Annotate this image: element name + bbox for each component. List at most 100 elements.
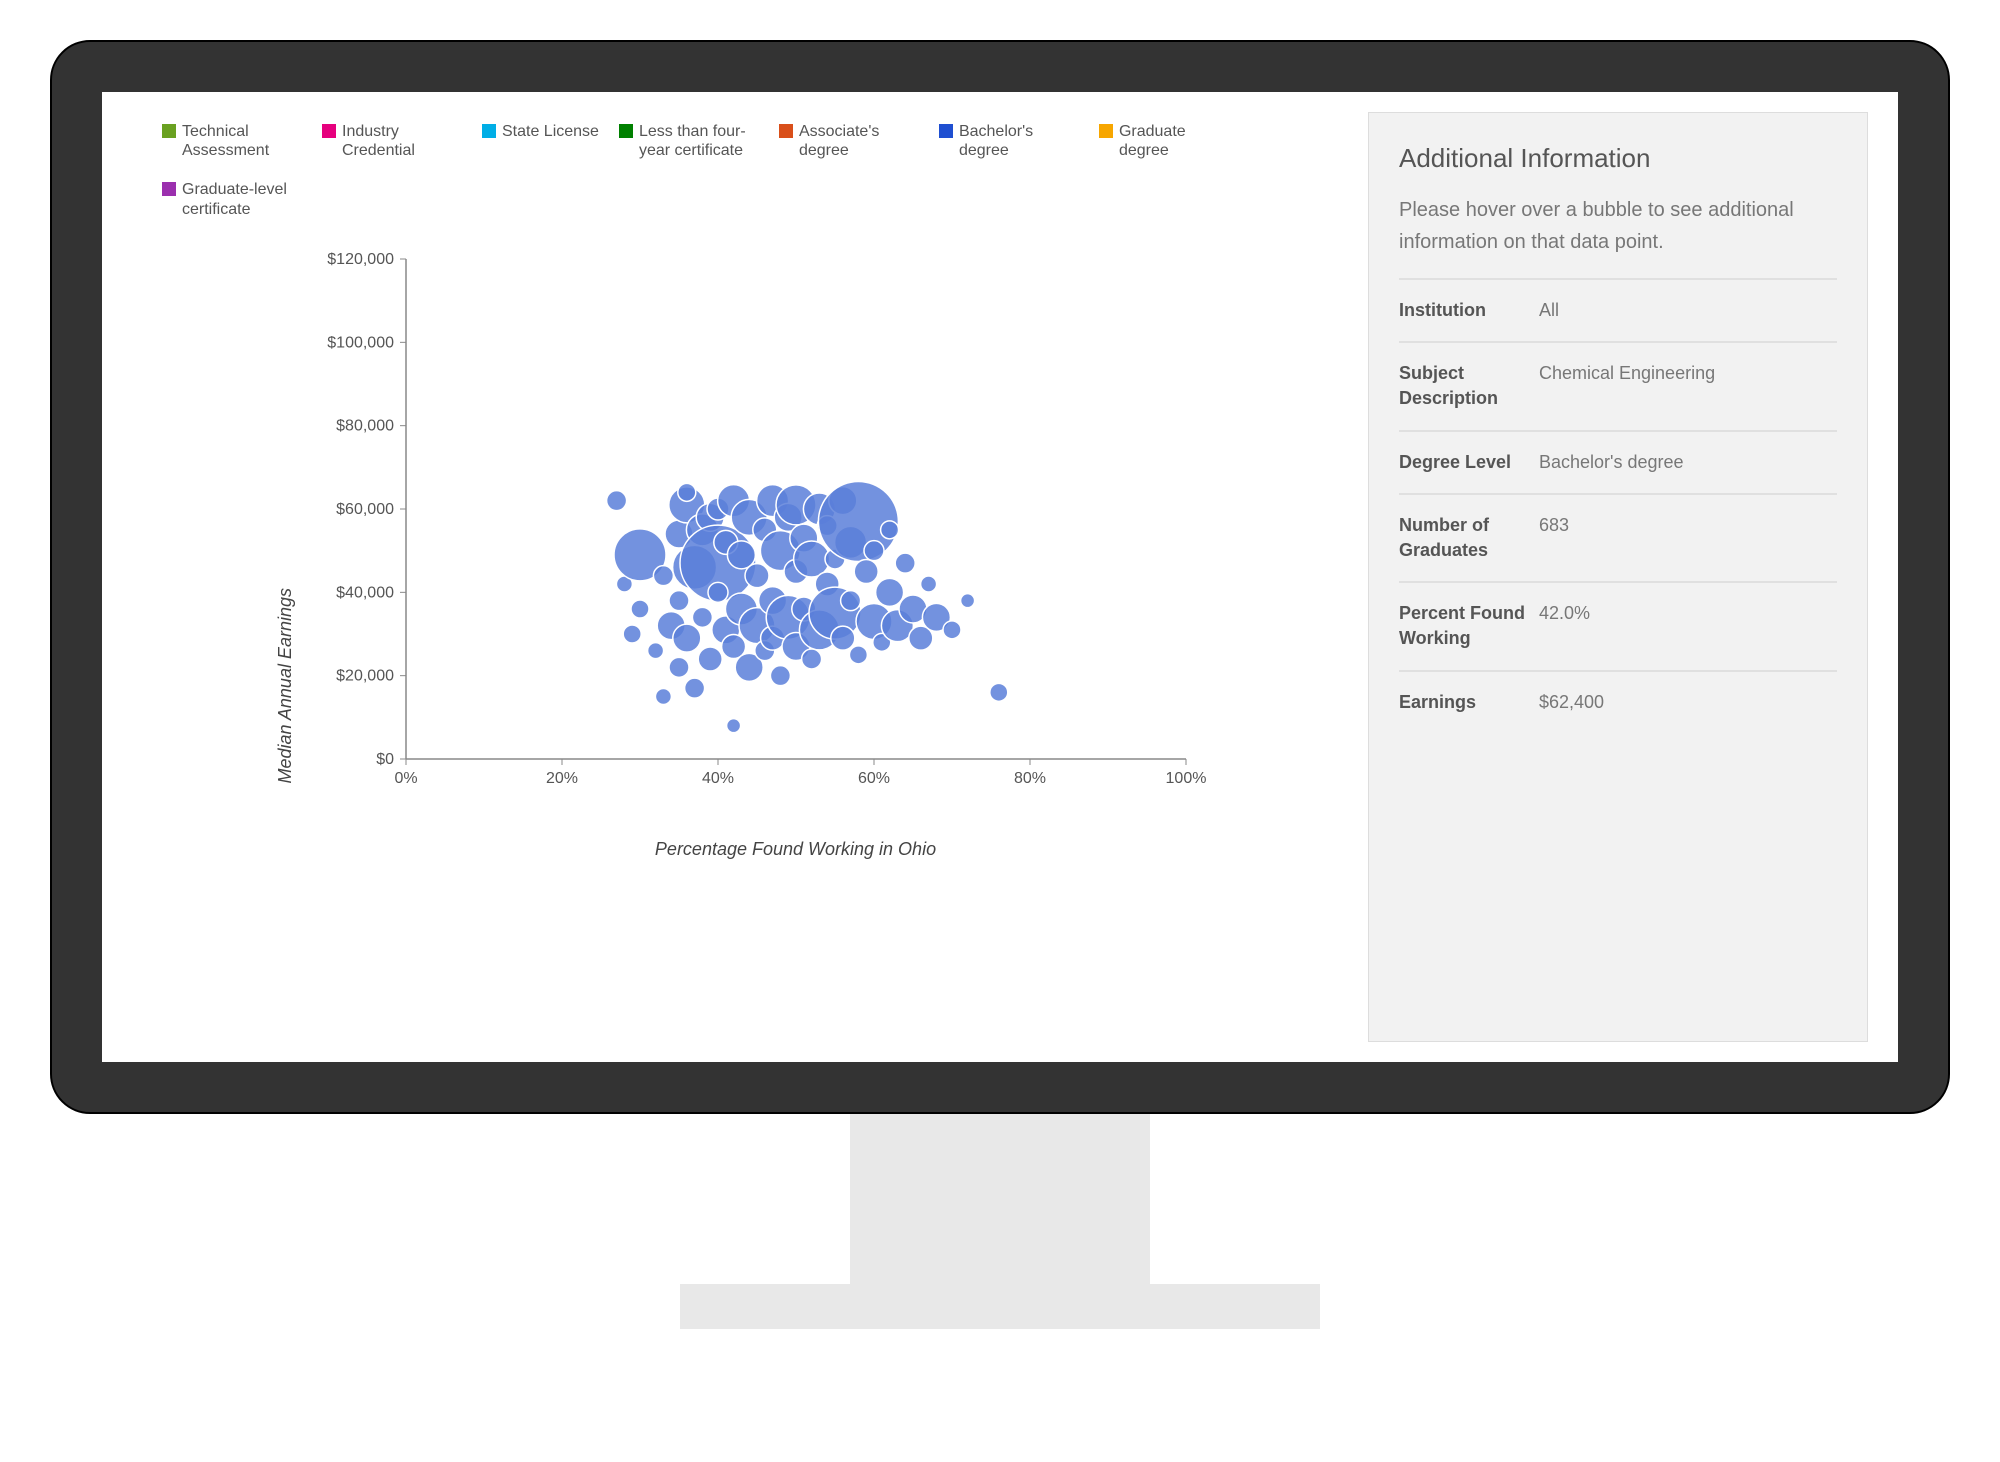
legend-item[interactable]: Graduate degree bbox=[1099, 122, 1239, 160]
bubble[interactable] bbox=[864, 540, 884, 560]
x-axis-title: Percentage Found Working in Ohio bbox=[386, 839, 1206, 860]
monitor-frame: Technical Assessment Industry Credential S… bbox=[50, 40, 1950, 1114]
info-row: Percent Found Working42.0% bbox=[1399, 581, 1837, 669]
bubble[interactable] bbox=[708, 582, 728, 602]
svg-text:$100,000: $100,000 bbox=[327, 334, 394, 351]
info-row: Earnings$62,400 bbox=[1399, 670, 1837, 733]
info-row: Degree LevelBachelor's degree bbox=[1399, 430, 1837, 493]
bubble[interactable] bbox=[895, 553, 915, 573]
legend-item[interactable]: Industry Credential bbox=[322, 122, 462, 160]
legend-item[interactable]: Bachelor's degree bbox=[939, 122, 1079, 160]
legend-label: Graduate degree bbox=[1119, 122, 1239, 160]
legend-swatch bbox=[939, 124, 953, 138]
legend-label: Industry Credential bbox=[342, 122, 462, 160]
bubble[interactable] bbox=[943, 621, 961, 639]
info-panel: Additional Information Please hover over… bbox=[1368, 112, 1868, 1042]
bubble[interactable] bbox=[830, 626, 854, 650]
y-axis-title: Median Annual Earnings bbox=[275, 508, 296, 783]
bubble[interactable] bbox=[698, 647, 722, 671]
info-label: Percent Found Working bbox=[1399, 601, 1539, 651]
bubble[interactable] bbox=[801, 649, 821, 669]
svg-text:20%: 20% bbox=[545, 770, 577, 787]
svg-text:60%: 60% bbox=[857, 770, 889, 787]
info-row: InstitutionAll bbox=[1399, 278, 1837, 341]
info-label: Degree Level bbox=[1399, 450, 1539, 475]
svg-text:$20,000: $20,000 bbox=[336, 667, 394, 684]
info-label: Institution bbox=[1399, 298, 1539, 323]
chart-legend: Technical Assessment Industry Credential S… bbox=[132, 112, 1348, 249]
chart-area: Technical Assessment Industry Credential S… bbox=[132, 112, 1368, 1042]
bubble[interactable] bbox=[849, 646, 867, 664]
legend-swatch bbox=[162, 124, 176, 138]
legend-label: Bachelor's degree bbox=[959, 122, 1079, 160]
legend-label: State License bbox=[502, 122, 599, 141]
info-label: Earnings bbox=[1399, 690, 1539, 715]
monitor-mockup: Technical Assessment Industry Credential S… bbox=[50, 40, 1950, 1329]
legend-item[interactable]: Technical Assessment bbox=[162, 122, 302, 160]
info-value: All bbox=[1539, 298, 1837, 323]
legend-label: Less than four-year certificate bbox=[639, 122, 759, 160]
bubble[interactable] bbox=[669, 590, 689, 610]
panel-intro: Please hover over a bubble to see additi… bbox=[1399, 194, 1837, 258]
svg-text:0%: 0% bbox=[394, 770, 417, 787]
legend-swatch bbox=[619, 124, 633, 138]
bubble[interactable] bbox=[623, 625, 641, 643]
info-value: Bachelor's degree bbox=[1539, 450, 1837, 475]
svg-text:40%: 40% bbox=[701, 770, 733, 787]
bubble[interactable] bbox=[960, 593, 974, 607]
svg-text:80%: 80% bbox=[1013, 770, 1045, 787]
svg-text:100%: 100% bbox=[1165, 770, 1205, 787]
svg-text:$0: $0 bbox=[376, 751, 394, 768]
bubble[interactable] bbox=[677, 483, 695, 501]
bubble[interactable] bbox=[880, 521, 898, 539]
legend-swatch bbox=[322, 124, 336, 138]
legend-label: Associate's degree bbox=[799, 122, 919, 160]
info-value: $62,400 bbox=[1539, 690, 1837, 715]
panel-title: Additional Information bbox=[1399, 143, 1837, 174]
legend-swatch bbox=[162, 182, 176, 196]
bubble[interactable] bbox=[840, 590, 860, 610]
screen: Technical Assessment Industry Credential S… bbox=[102, 92, 1898, 1062]
bubble[interactable] bbox=[770, 665, 790, 685]
legend-swatch bbox=[482, 124, 496, 138]
bubble[interactable] bbox=[920, 576, 936, 592]
bubble[interactable] bbox=[672, 624, 700, 652]
info-label: Subject Description bbox=[1399, 361, 1539, 411]
svg-text:$40,000: $40,000 bbox=[336, 584, 394, 601]
info-row: Number of Graduates683 bbox=[1399, 493, 1837, 581]
info-row: Subject DescriptionChemical Engineering bbox=[1399, 341, 1837, 429]
legend-item[interactable]: Less than four-year certificate bbox=[619, 122, 759, 160]
bubble[interactable] bbox=[875, 578, 903, 606]
bubble[interactable] bbox=[793, 541, 829, 577]
info-value: 683 bbox=[1539, 513, 1837, 563]
monitor-stand-base bbox=[680, 1284, 1320, 1329]
monitor-stand-neck bbox=[850, 1114, 1150, 1284]
legend-item[interactable]: State License bbox=[482, 122, 599, 160]
bubble[interactable] bbox=[653, 565, 673, 585]
bubble-chart[interactable]: $0 $20,000 $40,000 $60,000 $80,000 $100,000 $1… bbox=[306, 249, 1206, 809]
svg-text:$80,000: $80,000 bbox=[336, 417, 394, 434]
svg-text:$120,000: $120,000 bbox=[327, 251, 394, 268]
bubble[interactable] bbox=[631, 600, 649, 618]
info-rows: InstitutionAllSubject DescriptionChemica… bbox=[1399, 278, 1837, 733]
bubble[interactable] bbox=[726, 718, 740, 732]
bubble[interactable] bbox=[647, 642, 663, 658]
info-label: Number of Graduates bbox=[1399, 513, 1539, 563]
bubble[interactable] bbox=[606, 490, 626, 510]
bubble[interactable] bbox=[669, 657, 689, 677]
bubble[interactable] bbox=[655, 688, 671, 704]
legend-item[interactable]: Associate's degree bbox=[779, 122, 919, 160]
bubble[interactable] bbox=[692, 607, 712, 627]
bubble[interactable] bbox=[854, 559, 878, 583]
legend-item[interactable]: Graduate-level certificate bbox=[162, 180, 302, 218]
legend-swatch bbox=[1099, 124, 1113, 138]
bubble[interactable] bbox=[989, 683, 1007, 701]
svg-text:$60,000: $60,000 bbox=[336, 501, 394, 518]
bubble[interactable] bbox=[684, 678, 704, 698]
chart-wrap: Median Annual Earnings $0$20,000$40,000$… bbox=[132, 249, 1348, 1042]
info-value: Chemical Engineering bbox=[1539, 361, 1837, 411]
bubble[interactable] bbox=[745, 563, 769, 587]
legend-label: Technical Assessment bbox=[182, 122, 302, 160]
info-value: 42.0% bbox=[1539, 601, 1837, 651]
legend-swatch bbox=[779, 124, 793, 138]
